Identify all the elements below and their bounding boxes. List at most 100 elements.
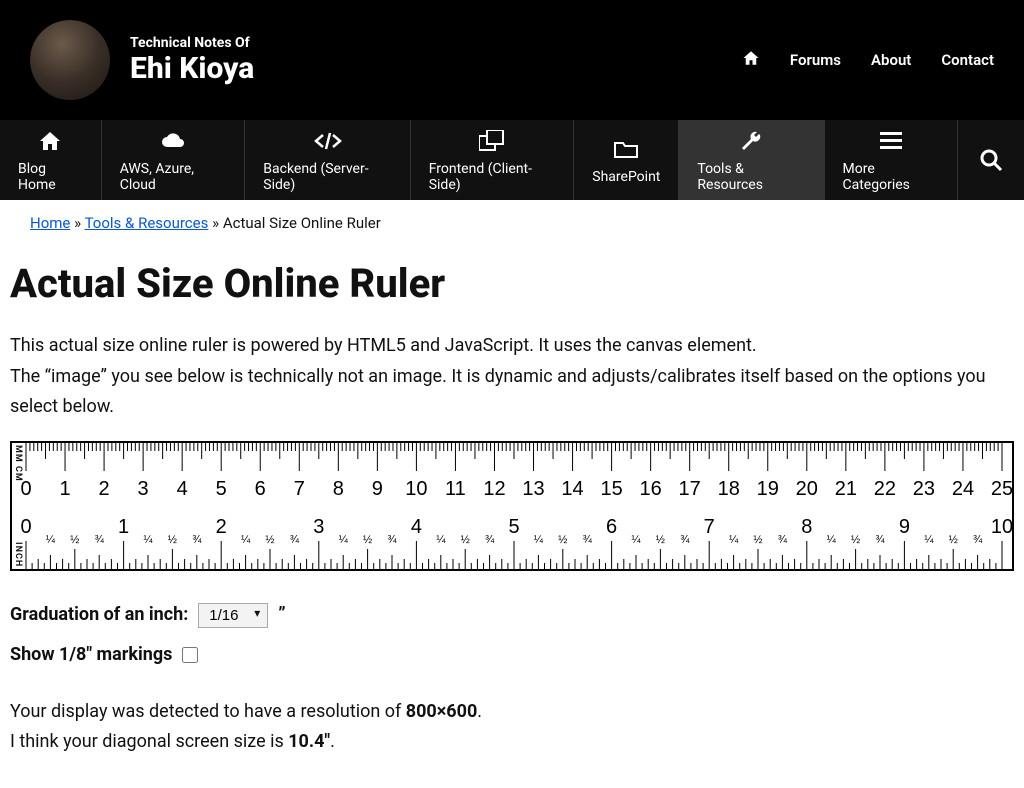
svg-text:¼: ¼: [827, 534, 837, 546]
svg-text:¼: ¼: [241, 534, 251, 546]
svg-text:5: 5: [216, 478, 227, 500]
svg-text:25: 25: [991, 478, 1012, 500]
eighth-label: Show 1/8″ markings: [10, 637, 172, 673]
svg-text:¾: ¾: [485, 534, 495, 546]
svg-text:11: 11: [445, 478, 466, 500]
page-title: Actual Size Online Ruler: [10, 260, 1014, 307]
detect-post2: .: [330, 731, 335, 752]
svg-text:1: 1: [118, 516, 129, 538]
graduation-row: Graduation of an inch: 1/16 ”: [10, 597, 1014, 633]
svg-text:½: ½: [949, 534, 958, 546]
crumb-sep: »: [74, 214, 81, 232]
eighth-checkbox[interactable]: [182, 647, 198, 663]
cat-backend[interactable]: Backend (Server-Side): [245, 120, 410, 200]
svg-text:24: 24: [952, 478, 974, 500]
svg-text:7: 7: [704, 516, 715, 538]
svg-text:20: 20: [796, 478, 818, 500]
cat-search[interactable]: [958, 120, 1024, 200]
eighth-row: Show 1/8″ markings: [10, 637, 1014, 673]
svg-text:½: ½: [363, 534, 372, 546]
svg-text:17: 17: [679, 478, 701, 500]
top-nav: Forums About Contact: [742, 49, 994, 71]
cat-label: SharePoint: [592, 169, 660, 185]
svg-text:¾: ¾: [583, 534, 593, 546]
svg-text:¼: ¼: [534, 534, 544, 546]
svg-text:6: 6: [606, 516, 617, 538]
category-bar: Blog Home AWS, Azure, Cloud Backend (Ser…: [0, 120, 1024, 200]
svg-text:12: 12: [483, 478, 505, 500]
svg-text:9: 9: [899, 516, 910, 538]
cat-tools[interactable]: Tools & Resources: [679, 120, 824, 200]
svg-text:¼: ¼: [729, 534, 739, 546]
svg-text:¼: ¼: [339, 534, 349, 546]
svg-text:¾: ¾: [192, 534, 202, 546]
breadcrumb: Home » Tools & Resources » Actual Size O…: [0, 200, 1024, 246]
crumb-tools[interactable]: Tools & Resources: [85, 214, 209, 232]
svg-text:¼: ¼: [143, 534, 153, 546]
svg-text:½: ½: [656, 534, 665, 546]
home-icon: [742, 49, 760, 67]
svg-text:½: ½: [753, 534, 762, 546]
svg-text:¾: ¾: [680, 534, 690, 546]
nav-contact[interactable]: Contact: [941, 51, 994, 69]
svg-text:½: ½: [168, 534, 177, 546]
windows-icon: [479, 127, 505, 155]
ruler-label-cm: MM CM: [13, 445, 23, 482]
svg-text:2: 2: [216, 516, 227, 538]
svg-text:3: 3: [138, 478, 149, 500]
detect-pre2: I think your diagonal screen size is: [10, 731, 288, 752]
ruler: MM CM INCH 01234567891011121314151617181…: [10, 441, 1014, 571]
svg-text:½: ½: [265, 534, 274, 546]
crumb-home[interactable]: Home: [30, 214, 70, 232]
nav-about[interactable]: About: [871, 51, 911, 69]
brand-subtitle: Technical Notes Of: [130, 35, 254, 51]
brand-title: Ehi Kioya: [130, 51, 254, 86]
cat-label: Tools & Resources: [697, 161, 805, 193]
crumb-current: Actual Size Online Ruler: [223, 214, 381, 232]
svg-text:¾: ¾: [95, 534, 105, 546]
svg-text:4: 4: [177, 478, 188, 500]
svg-text:10: 10: [405, 478, 427, 500]
svg-text:½: ½: [851, 534, 860, 546]
svg-text:0: 0: [20, 516, 31, 538]
ruler-label-inch: INCH: [13, 542, 23, 567]
svg-text:¾: ¾: [973, 534, 983, 546]
search-icon: [978, 146, 1004, 174]
cat-cloud[interactable]: AWS, Azure, Cloud: [102, 120, 246, 200]
svg-text:5: 5: [508, 516, 519, 538]
svg-text:8: 8: [801, 516, 812, 538]
svg-text:9: 9: [372, 478, 383, 500]
svg-text:19: 19: [757, 478, 779, 500]
detect-post1: .: [477, 701, 482, 722]
svg-text:4: 4: [411, 516, 422, 538]
cat-frontend[interactable]: Frontend (Client-Side): [411, 120, 575, 200]
svg-text:6: 6: [255, 478, 266, 500]
svg-text:¼: ¼: [631, 534, 641, 546]
cloud-icon: [160, 127, 186, 155]
brand-text: Technical Notes Of Ehi Kioya: [130, 35, 254, 86]
svg-text:3: 3: [313, 516, 324, 538]
svg-text:16: 16: [640, 478, 662, 500]
svg-text:¾: ¾: [778, 534, 788, 546]
graduation-label: Graduation of an inch:: [10, 597, 188, 633]
detect-resolution: 800×600: [406, 701, 478, 722]
graduation-select[interactable]: 1/16: [198, 603, 268, 628]
svg-text:15: 15: [600, 478, 622, 500]
nav-forums[interactable]: Forums: [790, 51, 841, 69]
cat-label: Blog Home: [18, 161, 83, 193]
top-header: Technical Notes Of Ehi Kioya Forums Abou…: [0, 0, 1024, 120]
cat-label: More Categories: [843, 161, 940, 193]
cat-blog-home[interactable]: Blog Home: [0, 120, 102, 200]
cat-label: Backend (Server-Side): [263, 161, 391, 193]
svg-text:10: 10: [991, 516, 1012, 538]
svg-text:8: 8: [333, 478, 344, 500]
cat-label: Frontend (Client-Side): [429, 161, 556, 193]
nav-home-icon[interactable]: [742, 49, 760, 71]
controls: Graduation of an inch: 1/16 ” Show 1/8″ …: [10, 597, 1014, 673]
svg-text:2: 2: [99, 478, 110, 500]
svg-text:¼: ¼: [46, 534, 56, 546]
cat-more[interactable]: More Categories: [825, 120, 959, 200]
graduation-select-wrap: 1/16: [198, 597, 268, 633]
cat-sharepoint[interactable]: SharePoint: [574, 120, 679, 200]
svg-text:¼: ¼: [924, 534, 934, 546]
